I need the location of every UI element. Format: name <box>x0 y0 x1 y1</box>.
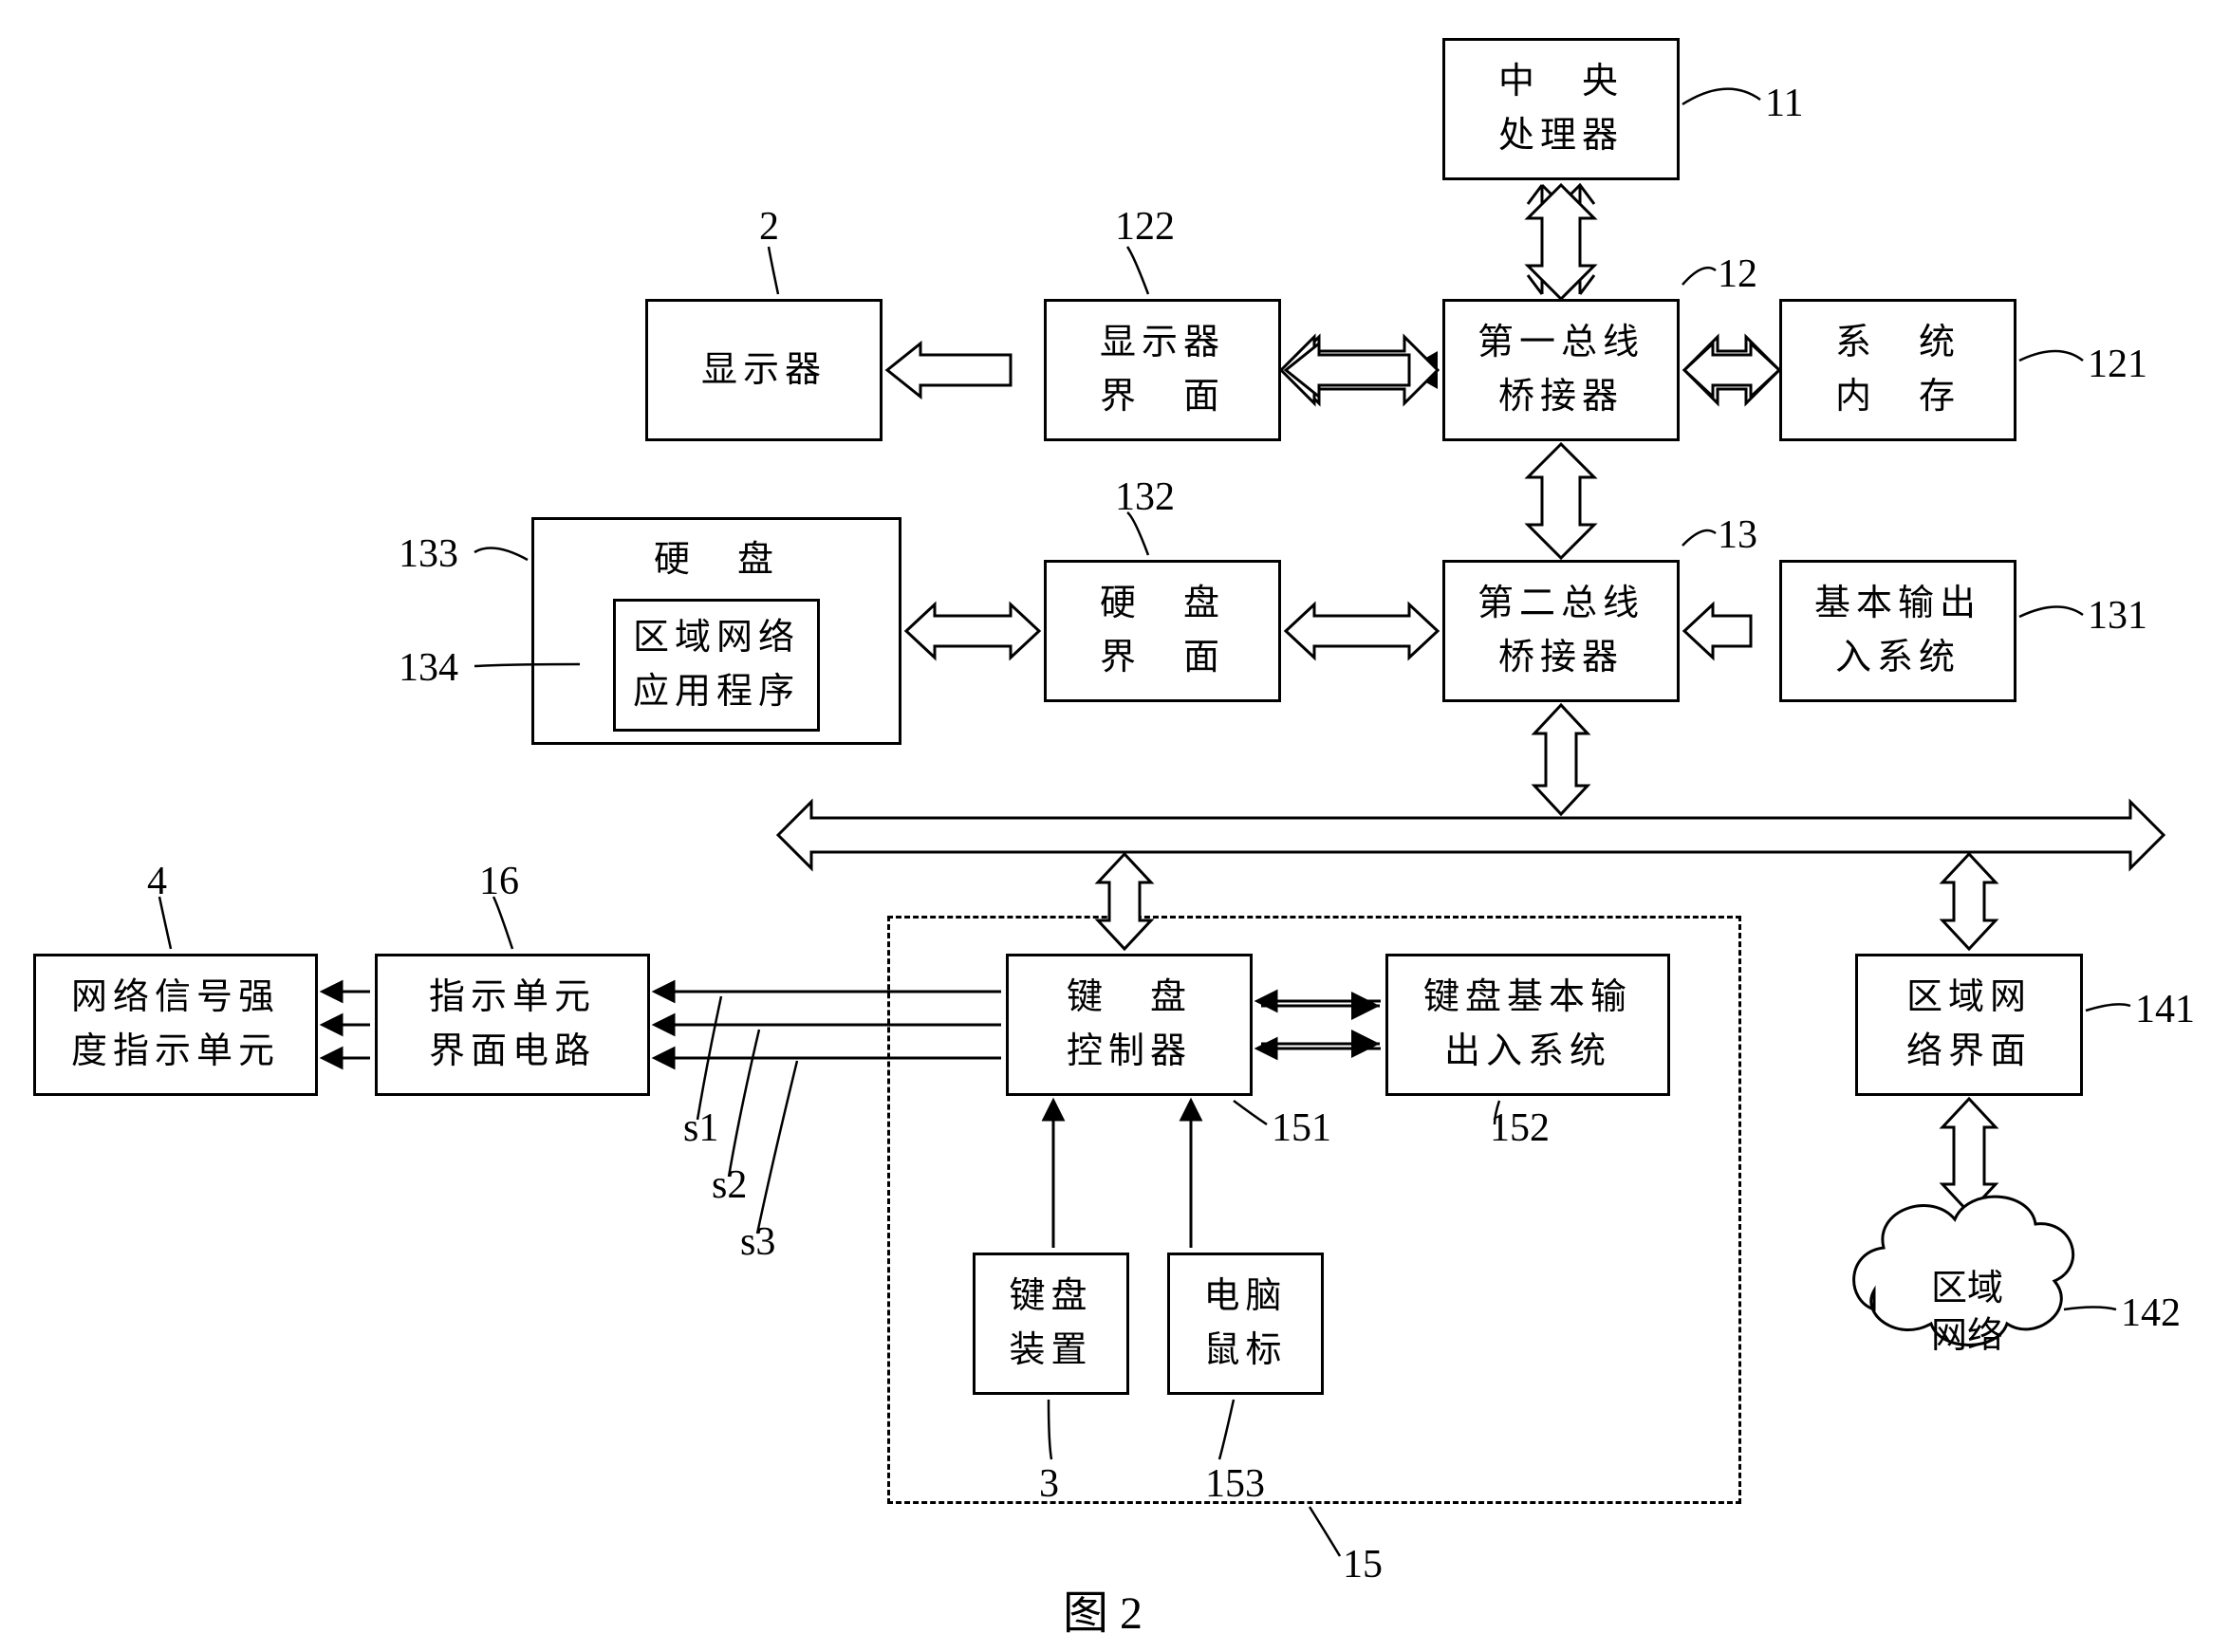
node-bios: 基本输出 入系统 <box>1779 560 2016 702</box>
node-hd-inner: 区域网络 应用程序 <box>613 599 820 732</box>
ref-label: 3 <box>1039 1461 1059 1507</box>
node-sigindu: 网络信号强 度指示单元 <box>33 954 318 1096</box>
ref-label: 11 <box>1765 81 1803 126</box>
text: 第二总线 <box>1477 577 1645 631</box>
ref-label: 152 <box>1490 1105 1550 1151</box>
text: 装置 <box>1009 1324 1092 1378</box>
ref-label: 141 <box>2135 987 2195 1032</box>
node-hdif: 硬 盘 界 面 <box>1044 560 1281 702</box>
text: 显示器 <box>701 343 827 398</box>
ref-label: 142 <box>2121 1290 2181 1336</box>
ref-label: 4 <box>147 859 167 904</box>
node-lanif: 区域网 络界面 <box>1855 954 2083 1096</box>
text: 应用程序 <box>633 665 800 719</box>
ref-label: 2 <box>759 204 779 250</box>
text: 出入系统 <box>1444 1025 1611 1079</box>
ref-label: 153 <box>1205 1461 1265 1507</box>
signal-label: s1 <box>683 1105 718 1151</box>
ref-label: 12 <box>1718 251 1757 297</box>
text: 鼠标 <box>1203 1324 1287 1378</box>
text: 界 面 <box>1100 631 1225 685</box>
node-kbbios: 键盘基本输 出入系统 <box>1385 954 1670 1096</box>
text: 度指示单元 <box>71 1025 280 1079</box>
cloud-text-1: 区域 <box>1931 1269 2003 1309</box>
cloud-text-2: 网络 <box>1931 1316 2003 1356</box>
text: 区域网 <box>1906 971 2032 1025</box>
ref-label: 131 <box>2088 593 2147 639</box>
text: 硬 盘 <box>1100 577 1225 631</box>
text: 处理器 <box>1498 109 1624 163</box>
node-dispif: 显示器 界 面 <box>1044 299 1281 441</box>
text: 电脑 <box>1203 1270 1287 1324</box>
text: 控制器 <box>1067 1025 1192 1079</box>
text: 入系统 <box>1835 631 1961 685</box>
text: 内 存 <box>1835 370 1961 424</box>
text: 键 盘 <box>1067 971 1192 1025</box>
text: 界面电路 <box>429 1025 596 1079</box>
node-mouse: 电脑 鼠标 <box>1167 1253 1324 1395</box>
signal-label: s2 <box>712 1162 747 1208</box>
ref-label: 134 <box>399 645 458 691</box>
text: 第一总线 <box>1477 316 1645 370</box>
node-sysmem: 系 统 内 存 <box>1779 299 2016 441</box>
ref-label: 133 <box>399 531 458 577</box>
text: 键盘 <box>1009 1270 1092 1324</box>
text: 界 面 <box>1100 370 1225 424</box>
ref-label: 15 <box>1343 1542 1383 1587</box>
text: 指示单元 <box>429 971 596 1025</box>
text: 基本输出 <box>1814 577 1981 631</box>
ref-label: 132 <box>1115 474 1175 520</box>
figure-caption: 图 2 <box>1063 1575 1143 1642</box>
ref-label: 151 <box>1272 1105 1331 1151</box>
signal-label: s3 <box>740 1219 775 1265</box>
node-bridge1: 第一总线 桥接器 <box>1442 299 1680 441</box>
node-display: 显示器 <box>645 299 883 441</box>
node-kbdev: 键盘 装置 <box>973 1253 1129 1395</box>
ref-label: 121 <box>2088 342 2147 387</box>
text: 硬 盘 <box>654 533 779 587</box>
text: 显示器 <box>1100 316 1225 370</box>
text: 键盘基本输 <box>1423 971 1632 1025</box>
ref-label: 13 <box>1718 512 1757 558</box>
node-bridge2: 第二总线 桥接器 <box>1442 560 1680 702</box>
text: 桥接器 <box>1498 370 1624 424</box>
node-kbctl: 键 盘 控制器 <box>1006 954 1253 1096</box>
text: 区域网络 <box>633 611 800 665</box>
ref-label: 16 <box>479 859 519 904</box>
text: 络界面 <box>1906 1025 2032 1079</box>
node-cpu: 中 央 处理器 <box>1442 38 1680 180</box>
text: 网络信号强 <box>71 971 280 1025</box>
text: 中 央 <box>1498 55 1624 109</box>
ref-label: 122 <box>1115 204 1175 250</box>
text: 系 统 <box>1835 316 1961 370</box>
node-hd: 硬 盘 区域网络 应用程序 <box>531 517 901 745</box>
node-induif: 指示单元 界面电路 <box>375 954 650 1096</box>
text: 桥接器 <box>1498 631 1624 685</box>
